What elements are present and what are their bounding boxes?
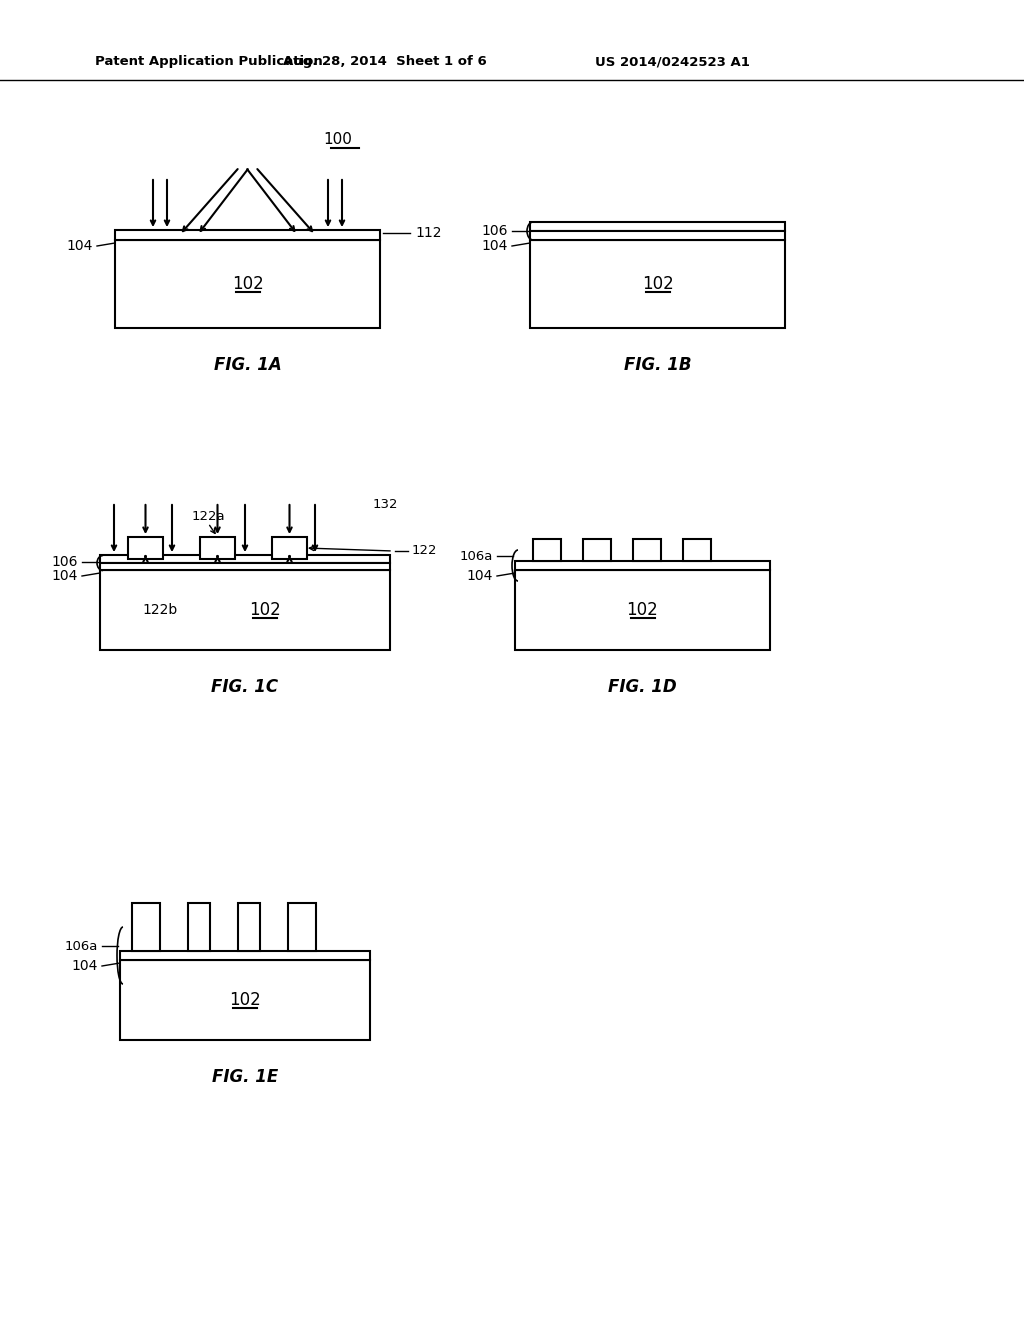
Text: 102: 102 bbox=[642, 275, 674, 293]
Bar bbox=[132, 903, 160, 950]
Text: 112: 112 bbox=[415, 226, 441, 240]
Text: 104: 104 bbox=[67, 239, 93, 253]
Text: FIG. 1C: FIG. 1C bbox=[211, 678, 279, 696]
Bar bbox=[200, 537, 234, 558]
Text: FIG. 1B: FIG. 1B bbox=[624, 356, 691, 374]
Bar bbox=[115, 240, 380, 327]
Text: 104: 104 bbox=[467, 569, 493, 583]
Text: 122: 122 bbox=[412, 544, 437, 557]
Bar bbox=[115, 230, 380, 240]
Text: 102: 102 bbox=[231, 275, 263, 293]
Text: 122b: 122b bbox=[142, 603, 177, 616]
Bar bbox=[515, 570, 770, 649]
Bar bbox=[100, 554, 390, 564]
Bar bbox=[238, 903, 260, 950]
Bar bbox=[120, 950, 370, 960]
Text: 104: 104 bbox=[51, 569, 78, 583]
Text: FIG. 1A: FIG. 1A bbox=[214, 356, 282, 374]
Text: Patent Application Publication: Patent Application Publication bbox=[95, 55, 323, 69]
Bar bbox=[272, 537, 307, 558]
Bar bbox=[120, 960, 370, 1040]
Text: FIG. 1E: FIG. 1E bbox=[212, 1068, 279, 1086]
Text: Aug. 28, 2014  Sheet 1 of 6: Aug. 28, 2014 Sheet 1 of 6 bbox=[283, 55, 486, 69]
Text: 106a: 106a bbox=[460, 549, 493, 562]
Text: 102: 102 bbox=[229, 991, 261, 1008]
Bar bbox=[530, 222, 785, 231]
Bar bbox=[530, 231, 785, 240]
Bar bbox=[100, 564, 390, 570]
Text: 102: 102 bbox=[627, 601, 658, 619]
Bar bbox=[128, 537, 163, 558]
Text: 122a: 122a bbox=[191, 511, 225, 524]
Text: 100: 100 bbox=[324, 132, 352, 148]
Bar bbox=[583, 539, 611, 561]
Text: 132: 132 bbox=[373, 498, 397, 511]
Text: 106: 106 bbox=[51, 554, 78, 569]
Bar bbox=[100, 570, 390, 649]
Text: 104: 104 bbox=[72, 960, 98, 973]
Bar bbox=[534, 539, 561, 561]
Bar bbox=[530, 240, 785, 327]
Bar bbox=[188, 903, 210, 950]
Text: 102: 102 bbox=[249, 601, 281, 619]
Bar bbox=[515, 561, 770, 570]
Text: US 2014/0242523 A1: US 2014/0242523 A1 bbox=[595, 55, 750, 69]
Text: FIG. 1D: FIG. 1D bbox=[608, 678, 677, 696]
Bar bbox=[633, 539, 662, 561]
Text: 106: 106 bbox=[481, 224, 508, 238]
Text: 104: 104 bbox=[481, 239, 508, 253]
Text: 106a: 106a bbox=[65, 940, 98, 953]
Bar bbox=[683, 539, 711, 561]
Bar bbox=[288, 903, 316, 950]
